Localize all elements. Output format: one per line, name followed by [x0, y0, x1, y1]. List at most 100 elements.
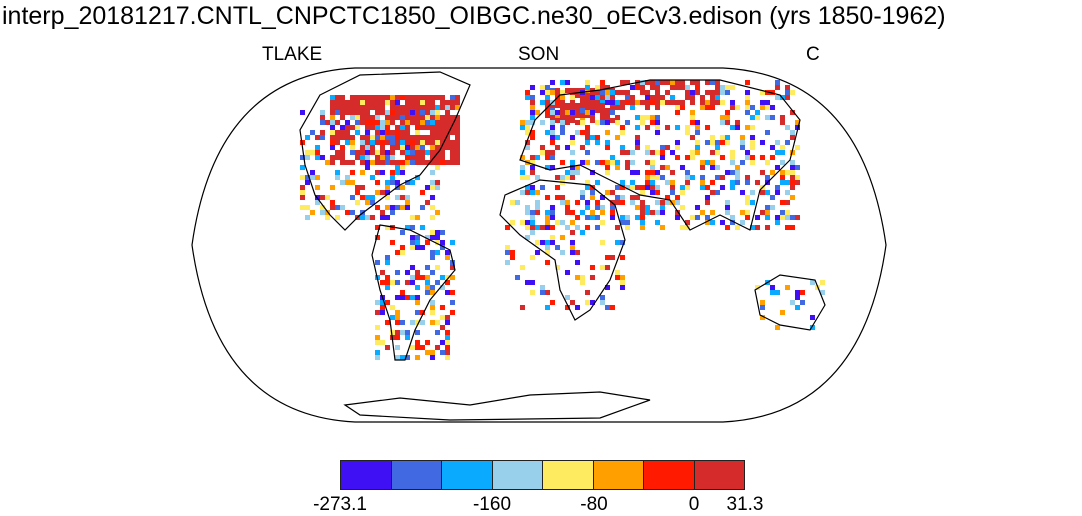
- data-cell: [430, 215, 435, 220]
- colorbar-swatch: [694, 461, 744, 489]
- data-cell: [665, 180, 670, 185]
- data-cell: [790, 300, 795, 305]
- data-cell: [350, 125, 355, 130]
- data-cell: [405, 110, 410, 115]
- data-cell: [705, 90, 710, 95]
- data-cell: [595, 95, 600, 100]
- data-cell: [420, 155, 425, 160]
- data-cell: [530, 230, 535, 235]
- data-cell: [385, 110, 390, 115]
- data-cell: [370, 135, 375, 140]
- data-cell: [555, 145, 560, 150]
- data-cell: [730, 155, 735, 160]
- data-cell: [610, 155, 615, 160]
- data-cell: [385, 320, 390, 325]
- data-cell: [725, 90, 730, 95]
- data-cell: [415, 310, 420, 315]
- data-cell: [730, 170, 735, 175]
- data-cell: [420, 245, 425, 250]
- data-cell: [530, 115, 535, 120]
- data-cell: [395, 100, 400, 105]
- data-cell: [620, 180, 625, 185]
- data-cell: [550, 300, 555, 305]
- data-cell: [320, 120, 325, 125]
- data-cell: [710, 100, 715, 105]
- data-cell: [405, 195, 410, 200]
- data-cell: [710, 140, 715, 145]
- data-cell: [610, 110, 615, 115]
- data-cell: [530, 160, 535, 165]
- data-cell: [645, 95, 650, 100]
- data-cell: [425, 110, 430, 115]
- coastlines: [299, 71, 826, 421]
- data-cell: [375, 140, 380, 145]
- plot-title: interp_20181217.CNTL_CNPCTC1850_OIBGC.ne…: [2, 2, 946, 30]
- data-cell: [555, 88, 560, 93]
- data-cell: [635, 145, 640, 150]
- data-cell: [395, 170, 400, 175]
- data-cell: [535, 240, 540, 245]
- data-cell: [610, 105, 615, 110]
- data-cell: [590, 190, 595, 195]
- data-cell: [300, 190, 305, 195]
- data-cell: [690, 95, 695, 100]
- data-cell: [680, 190, 685, 195]
- data-cell: [585, 88, 590, 93]
- data-cell: [305, 135, 310, 140]
- data-cell: [795, 295, 800, 300]
- data-cell: [365, 95, 370, 100]
- data-cell: [720, 155, 725, 160]
- data-cell: [510, 200, 515, 205]
- data-cell: [575, 88, 580, 93]
- data-cell: [445, 330, 450, 335]
- data-cell: [430, 305, 435, 310]
- data-cell: [420, 310, 425, 315]
- data-cell: [450, 115, 455, 120]
- data-cell: [630, 200, 635, 205]
- data-cell: [700, 105, 705, 110]
- data-cell: [785, 170, 790, 175]
- data-cell: [430, 255, 435, 260]
- data-cell: [555, 100, 560, 105]
- data-cell: [575, 260, 580, 265]
- data-cell: [375, 95, 380, 100]
- data-cell: [555, 195, 560, 200]
- data-cell: [580, 190, 585, 195]
- data-cell: [755, 225, 760, 230]
- data-cell: [570, 250, 575, 255]
- data-cell: [425, 115, 430, 120]
- data-cell: [415, 155, 420, 160]
- data-cell: [315, 145, 320, 150]
- data-cell: [380, 100, 385, 105]
- data-cell: [330, 125, 335, 130]
- data-cell: [405, 100, 410, 105]
- data-cell: [505, 260, 510, 265]
- data-cell: [435, 230, 440, 235]
- data-cell: [795, 305, 800, 310]
- data-cell: [420, 145, 425, 150]
- data-cell: [300, 140, 305, 145]
- data-cell: [640, 90, 645, 95]
- data-cell: [380, 130, 385, 135]
- data-cell: [785, 210, 790, 215]
- data-cell: [570, 103, 575, 108]
- data-cell: [375, 170, 380, 175]
- data-cell: [690, 110, 695, 115]
- data-cell: [380, 160, 385, 165]
- data-cell: [695, 205, 700, 210]
- data-cell: [530, 190, 535, 195]
- data-cell: [320, 110, 325, 115]
- data-cell: [300, 110, 305, 115]
- data-cell: [370, 100, 375, 105]
- data-cell: [680, 165, 685, 170]
- data-cell: [565, 205, 570, 210]
- data-cell: [515, 200, 520, 205]
- data-cell: [440, 140, 445, 145]
- data-cell: [580, 210, 585, 215]
- data-cell: [595, 140, 600, 145]
- data-cell: [710, 160, 715, 165]
- data-cell: [650, 95, 655, 100]
- data-cell: [365, 165, 370, 170]
- data-cell: [630, 195, 635, 200]
- data-cell: [445, 290, 450, 295]
